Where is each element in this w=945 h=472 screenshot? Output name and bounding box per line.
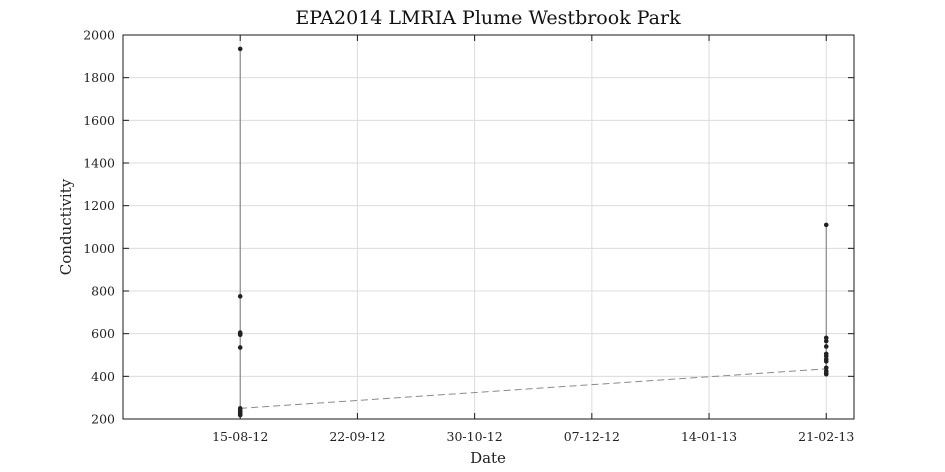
- data-point: [823, 222, 829, 228]
- trend-line: [240, 368, 827, 409]
- data-point: [823, 359, 829, 364]
- data-point: [237, 412, 243, 418]
- data-point: [823, 338, 829, 344]
- axis-ticks: 200 400 600 800 1000 1200 1400 1600 1800 2000 15-0…: [83, 28, 854, 445]
- plot-area: [122, 34, 855, 420]
- data-point: [823, 365, 829, 371]
- data-point: [237, 294, 243, 299]
- y-tick-label: 1600: [83, 113, 115, 128]
- x-tick-label: 15-08-12: [212, 429, 268, 444]
- data-point: [823, 353, 829, 359]
- x-tick-label: 07-12-12: [564, 429, 620, 444]
- data-point: [237, 332, 243, 338]
- data-point: [237, 46, 243, 52]
- x-tick-label: 22-09-12: [329, 429, 385, 444]
- x-tick-label: 30-10-12: [447, 429, 503, 444]
- data-point: [823, 344, 829, 349]
- y-tick-label: 1200: [83, 198, 115, 213]
- y-tick-label: 800: [91, 284, 115, 299]
- y-axis-label: Conductivity: [57, 178, 75, 275]
- x-axis-label: Date: [470, 449, 506, 467]
- grid-lines: [123, 35, 854, 419]
- y-tick-label: 200: [91, 412, 115, 427]
- y-tick-label: 1000: [83, 241, 115, 256]
- y-tick-label: 400: [91, 369, 115, 384]
- data-point: [823, 371, 829, 377]
- y-tick-label: 600: [91, 326, 115, 341]
- x-tick-label: 14-01-13: [681, 429, 737, 444]
- chart-title: EPA2014 LMRIA Plume Westbrook Park: [295, 7, 681, 29]
- y-tick-label: 1800: [83, 70, 115, 85]
- data-point: [237, 345, 243, 350]
- x-tick-label: 21-02-13: [798, 429, 854, 444]
- y-tick-label: 1400: [83, 156, 115, 171]
- y-tick-label: 2000: [83, 28, 115, 43]
- data-point: [823, 335, 829, 341]
- data-marks: [237, 46, 829, 418]
